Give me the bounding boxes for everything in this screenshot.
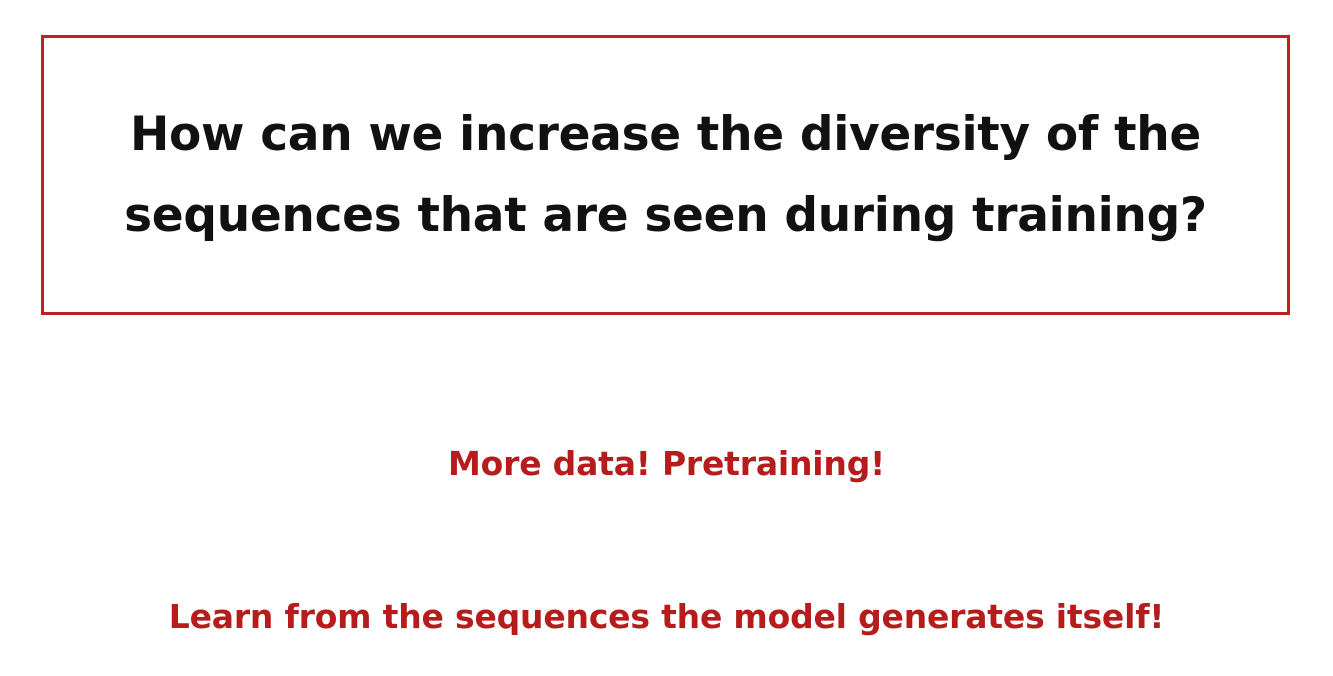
question-text: How can we increase the diversity of the…	[124, 107, 1207, 243]
question-box: How can we increase the diversity of the…	[41, 35, 1290, 315]
answer-self-generated: Learn from the sequences the model gener…	[168, 597, 1165, 636]
answer-pretraining: More data! Pretraining!	[448, 444, 885, 483]
